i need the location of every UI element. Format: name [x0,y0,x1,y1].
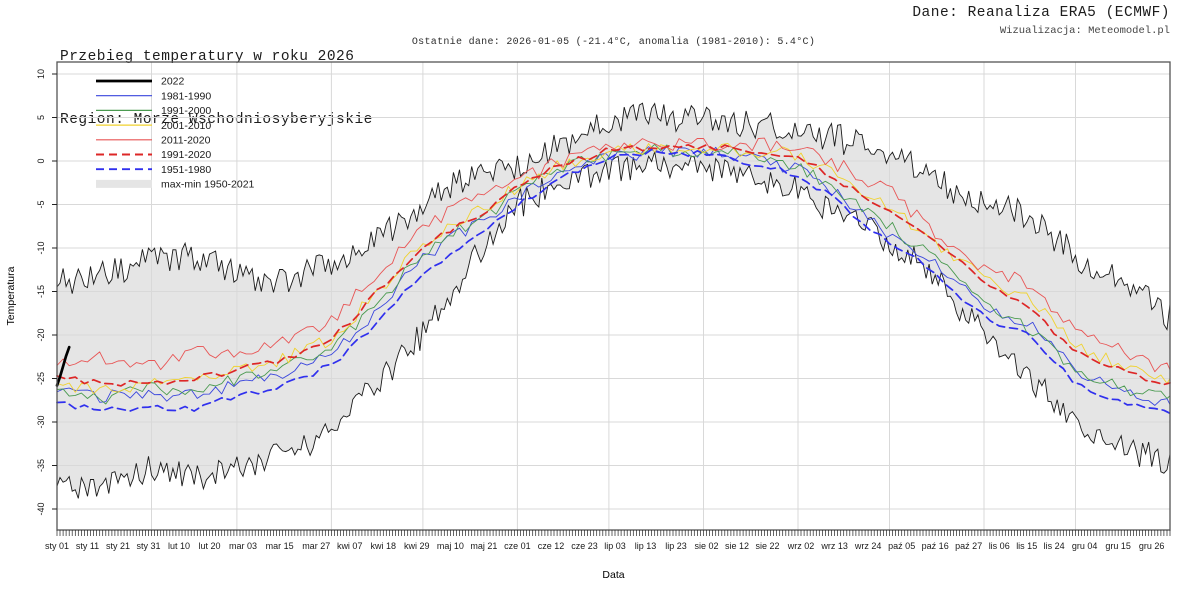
x-tick-label: paź 16 [922,541,949,551]
legend-label-maxmin: max-min 1950-2021 [161,179,255,191]
y-tick-label: -40 [36,502,46,515]
page-region: Region: Morze Wschodniosyberyjskie [60,112,373,128]
x-tick-label: cze 23 [571,541,598,551]
series-1951-1980 [56,148,1171,415]
legend: 2022 1981-1990 1991-2000 2001-2010 2011-2020… [96,76,255,191]
x-tick-label: sie 22 [755,541,779,551]
x-tick-label: sie 02 [694,541,718,551]
legend-label-1951-1980: 1951-1980 [161,164,211,176]
x-tick-label: lip 03 [604,541,626,551]
x-tick-label: lis 06 [989,541,1010,551]
x-tick-label: mar 15 [266,541,294,551]
legend-label-1991-2020: 1991-2020 [161,149,211,161]
x-tick-label: cze 01 [504,541,531,551]
x-tick-label: wrz 24 [854,541,882,551]
x-tick-label: wrz 13 [820,541,848,551]
x-axis-ticks [56,530,1171,536]
series-lines [55,137,1171,415]
x-tick-label: kwi 07 [337,541,363,551]
x-tick-label: maj 10 [437,541,464,551]
plot-border [56,61,1171,531]
x-tick-label: paź 05 [888,541,915,551]
y-tick-label: -10 [36,241,46,254]
last-data-subtitle: Ostatnie dane: 2026-01-05 (-21.4°C, anom… [411,37,816,48]
y-tick-label: -20 [36,328,46,341]
series-2022 [55,345,71,387]
legend-label-2001-2010: 2001-2010 [161,120,211,132]
legend-label-1991-2000: 1991-2000 [161,105,211,117]
x-tick-label: lis 24 [1044,541,1065,551]
legend-label-1981-1990: 1981-1990 [161,90,211,102]
visualization-credit: Wizualizacja: Meteomodel.pl [999,25,1170,37]
x-tick-label: mar 27 [302,541,330,551]
band-max-edge [56,102,1171,331]
source-block: Dane: Reanaliza ERA5 (ECMWF) Wizualizacj… [912,5,1170,37]
series-1991-2000 [56,143,1171,405]
x-tick-label: sty 21 [106,541,130,551]
band-edges [56,102,1171,499]
x-tick-label: gru 15 [1105,541,1131,551]
x-tick-label: sty 11 [76,541,99,551]
band-fill [57,103,1170,499]
x-tick-label: kwi 29 [404,541,430,551]
y-tick-label: -35 [36,459,46,472]
x-tick-label: cze 12 [538,541,565,551]
x-tick-label: sie 12 [725,541,749,551]
x-tick-label: mar 03 [229,541,257,551]
y-tick-label: -15 [36,285,46,298]
x-tick-label: lip 23 [665,541,687,551]
page-title: Przebieg temperatury w roku 2026 [60,49,355,65]
x-tick-label: sty 31 [136,541,160,551]
y-tick-label: -30 [36,415,46,428]
y-tick-label: -5 [36,200,46,208]
series-1991-2020 [56,143,1171,387]
y-tick-label: 0 [36,158,46,163]
y-tick-label: 5 [36,115,46,120]
x-tick-label: lut 10 [168,541,190,551]
x-tick-label: maj 21 [470,541,497,551]
y-axis-ticks: 10 5 0 -5 -10 -15 -20 -25 -30 -35 -40 [36,69,57,516]
x-tick-label: sty 01 [45,541,69,551]
y-tick-label: -25 [36,372,46,385]
x-tick-label: lut 20 [198,541,220,551]
data-source: Dane: Reanaliza ERA5 (ECMWF) [912,5,1170,21]
chart-title-block: Przebieg temperatury w roku 2026 Region:… [60,5,373,152]
x-tick-label: lis 15 [1016,541,1037,551]
x-tick-label: gru 26 [1139,541,1165,551]
y-tick-label: 10 [36,69,46,79]
band-min-edge [56,151,1171,499]
x-tick-label: wrz 02 [787,541,815,551]
series-2011-2020 [56,137,1171,373]
x-tick-label: gru 04 [1072,541,1098,551]
x-tick-label: lip 13 [635,541,657,551]
x-axis-labels: sty 01 sty 11 sty 21 sty 31 lut 10 lut 20 mar … [45,541,1164,551]
x-tick-label: paź 27 [955,541,982,551]
legend-label-2022: 2022 [161,76,185,88]
band-maxmin-1950-2021 [57,103,1170,499]
x-axis-title: Data [602,569,624,581]
series-2001-2010 [56,142,1171,395]
gridlines [56,62,1170,530]
x-tick-label: kwi 18 [371,541,397,551]
y-axis-title: Temperatura [5,266,17,325]
legend-patch-maxmin [96,179,152,188]
legend-label-2011-2020: 2011-2020 [161,135,211,147]
